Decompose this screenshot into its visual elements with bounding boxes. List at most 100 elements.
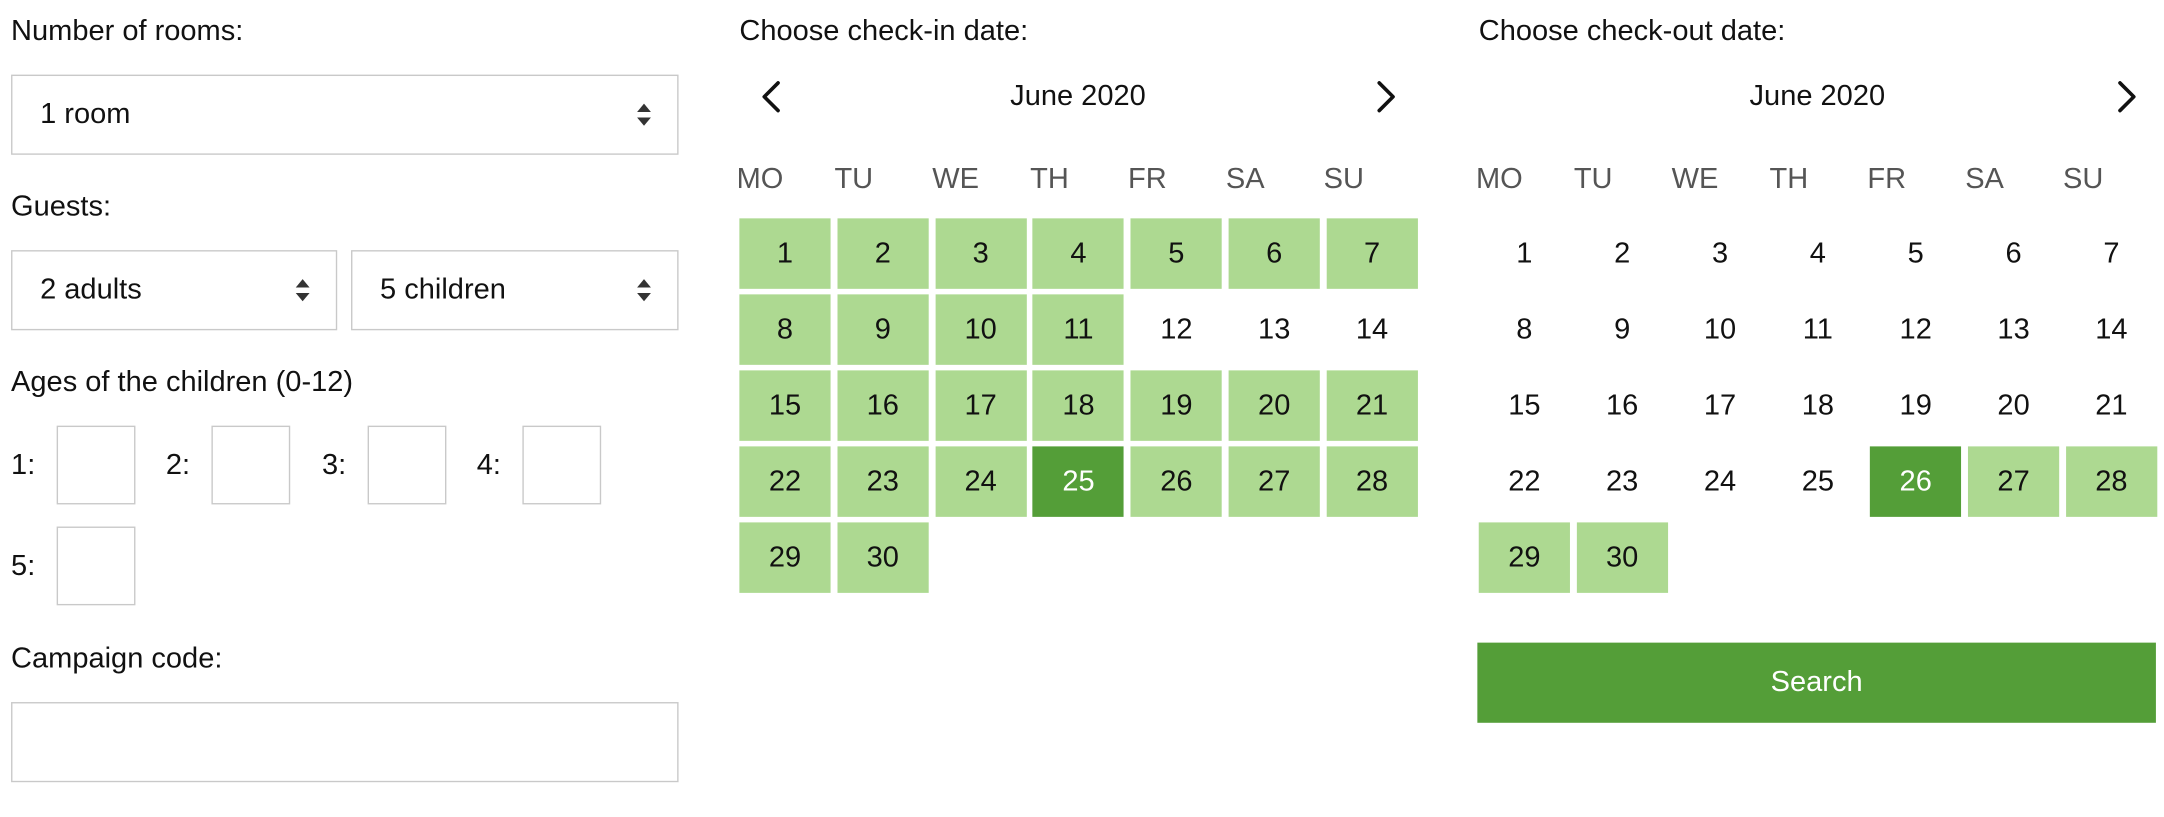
- campaign-label: Campaign code:: [11, 642, 223, 675]
- checkin-day[interactable]: 9: [837, 294, 929, 365]
- checkout-weekday-tu: TU: [1573, 163, 1613, 195]
- checkout-day[interactable]: 22: [1508, 465, 1541, 497]
- checkin-day[interactable]: 10: [935, 294, 1027, 365]
- adults-select[interactable]: 2 adults: [11, 250, 338, 331]
- checkin-day[interactable]: 2: [837, 218, 929, 289]
- chevron-right-icon[interactable]: [1365, 77, 1404, 116]
- child-age-label: 3:: [322, 449, 347, 481]
- adults-select-value: 2 adults: [40, 273, 142, 306]
- checkin-day[interactable]: 16: [837, 370, 929, 441]
- checkout-day[interactable]: 9: [1614, 313, 1631, 345]
- checkout-day[interactable]: 28: [2065, 446, 2158, 517]
- checkin-day[interactable]: 23: [837, 446, 929, 517]
- checkout-day[interactable]: 30: [1576, 522, 1668, 593]
- select-arrows-icon: [637, 103, 651, 126]
- checkin-weekday-mo: MO: [736, 163, 784, 195]
- checkin-day[interactable]: 12: [1160, 313, 1193, 345]
- checkin-day[interactable]: 15: [739, 370, 831, 441]
- checkout-day[interactable]: 5: [1907, 237, 1924, 269]
- chevron-left-icon[interactable]: [753, 77, 792, 116]
- checkout-weekday-fr: FR: [1867, 163, 1907, 195]
- checkout-day[interactable]: 15: [1508, 389, 1541, 421]
- checkin-day[interactable]: 17: [935, 370, 1027, 441]
- checkin-day[interactable]: 1: [739, 218, 831, 289]
- checkin-day[interactable]: 5: [1130, 218, 1222, 289]
- checkout-day[interactable]: 14: [2095, 313, 2128, 345]
- checkin-day[interactable]: 7: [1326, 218, 1418, 289]
- checkout-day[interactable]: 8: [1516, 313, 1533, 345]
- checkout-day[interactable]: 29: [1478, 522, 1570, 593]
- checkout-weekday-mo: MO: [1475, 163, 1523, 195]
- rooms-select[interactable]: 1 room: [11, 74, 679, 155]
- campaign-code-input[interactable]: [11, 702, 679, 783]
- checkin-day[interactable]: 30: [837, 522, 929, 593]
- child-age-label: 5:: [11, 550, 36, 582]
- checkin-day[interactable]: 8: [739, 294, 831, 365]
- checkin-day[interactable]: 18: [1032, 370, 1125, 441]
- checkin-weekday-fr: FR: [1127, 163, 1167, 195]
- checkin-day[interactable]: 25: [1032, 446, 1125, 517]
- checkout-day[interactable]: 4: [1809, 237, 1826, 269]
- checkin-day[interactable]: 14: [1355, 313, 1389, 345]
- checkout-month-title: June 2020: [1749, 80, 1886, 112]
- checkout-day[interactable]: 25: [1801, 465, 1835, 497]
- checkin-day[interactable]: 6: [1228, 218, 1320, 289]
- checkout-day[interactable]: 24: [1703, 465, 1737, 497]
- checkout-day[interactable]: 26: [1870, 446, 1962, 517]
- checkin-day[interactable]: 3: [935, 218, 1027, 289]
- checkout-weekday-th: TH: [1769, 163, 1809, 195]
- checkin-day[interactable]: 19: [1130, 370, 1222, 441]
- checkout-label: Choose check-out date:: [1478, 15, 1786, 47]
- checkin-day[interactable]: 4: [1032, 218, 1125, 289]
- chevron-right-icon[interactable]: [2106, 77, 2145, 116]
- checkout-day[interactable]: 2: [1614, 237, 1631, 269]
- checkout-day[interactable]: 1: [1516, 237, 1533, 269]
- checkin-day[interactable]: 24: [935, 446, 1027, 517]
- child-age-input-5[interactable]: [56, 526, 136, 606]
- checkout-day[interactable]: 3: [1711, 237, 1729, 269]
- checkout-day[interactable]: 19: [1899, 389, 1932, 421]
- checkout-day[interactable]: 21: [2095, 389, 2128, 421]
- checkin-day[interactable]: 22: [739, 446, 831, 517]
- checkin-day[interactable]: 26: [1130, 446, 1222, 517]
- checkin-day[interactable]: 11: [1032, 294, 1125, 365]
- ages-label: Ages of the children (0-12): [11, 366, 354, 399]
- select-arrows-icon: [637, 279, 651, 302]
- child-age-input-1[interactable]: [56, 425, 136, 505]
- children-select-value: 5 children: [380, 273, 506, 306]
- checkin-day[interactable]: 28: [1326, 446, 1418, 517]
- child-age-input-4[interactable]: [522, 425, 602, 505]
- checkout-day[interactable]: 20: [1997, 389, 2030, 421]
- checkout-day[interactable]: 11: [1802, 313, 1833, 345]
- rooms-label: Number of rooms:: [11, 15, 244, 47]
- checkin-weekday-we: WE: [932, 163, 980, 195]
- checkout-weekday-we: WE: [1671, 163, 1719, 195]
- checkin-label: Choose check-in date:: [739, 15, 1029, 47]
- checkout-day[interactable]: 7: [2103, 237, 2120, 269]
- checkout-day[interactable]: 18: [1801, 389, 1835, 421]
- select-arrows-icon: [295, 279, 310, 302]
- checkin-day[interactable]: 29: [739, 522, 831, 593]
- checkout-day[interactable]: 6: [2005, 237, 2022, 269]
- checkout-weekday-sa: SA: [1965, 163, 2004, 195]
- search-button[interactable]: Search: [1477, 642, 2156, 723]
- checkout-day[interactable]: 23: [1606, 465, 1639, 497]
- checkin-day[interactable]: 13: [1258, 313, 1291, 345]
- checkin-day[interactable]: 27: [1228, 446, 1320, 517]
- checkout-day[interactable]: 12: [1899, 313, 1932, 345]
- checkout-day[interactable]: 17: [1703, 389, 1737, 421]
- children-select[interactable]: 5 children: [351, 250, 679, 331]
- checkin-day[interactable]: 21: [1326, 370, 1418, 441]
- checkin-day[interactable]: 20: [1228, 370, 1320, 441]
- checkout-day[interactable]: 13: [1997, 313, 2030, 345]
- child-age-label: 4:: [476, 449, 501, 481]
- checkout-day[interactable]: 27: [1967, 446, 2060, 517]
- checkin-weekday-su: SU: [1323, 163, 1365, 195]
- child-age-input-2[interactable]: [211, 425, 291, 505]
- checkout-weekday-su: SU: [2063, 163, 2104, 195]
- checkout-day[interactable]: 10: [1703, 313, 1737, 345]
- child-age-label: 1:: [11, 449, 36, 481]
- checkout-day[interactable]: 16: [1606, 389, 1639, 421]
- child-age-input-3[interactable]: [367, 425, 447, 505]
